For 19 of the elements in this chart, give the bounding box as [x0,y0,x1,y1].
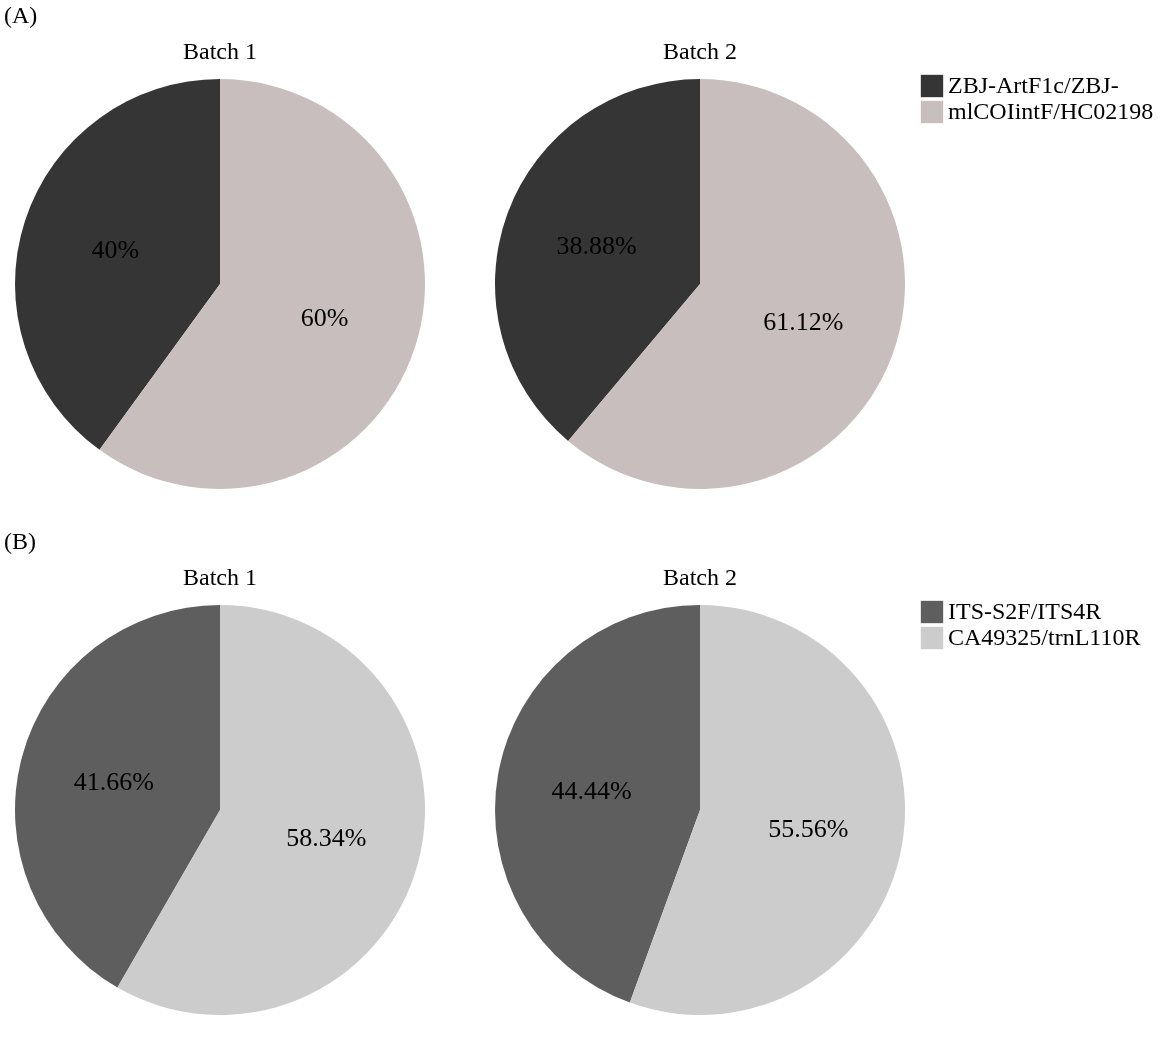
chart-title: Batch 2 [663,564,737,590]
text: (B) [4,527,36,556]
data-label: 44.44% [551,775,632,805]
chart-title: Batch 2 [663,38,737,64]
pie-slice [629,605,905,1015]
legend-label: ITS-S2F/ITS4R [948,598,1102,624]
legend-label: mlCOIintF/HC02198 [948,98,1154,124]
pie-slice [495,79,700,441]
data-label: 60% [300,302,349,332]
pie-slice [495,605,700,1003]
data-label: 61.12% [763,306,844,336]
legend-label: ZBJ-ArtF1c/ZBJ- [948,72,1119,98]
data-label: 58.34% [286,823,367,853]
data-label: 41.66% [73,766,154,796]
data-label: 55.56% [768,814,849,844]
text: (A) [4,1,38,30]
legend-label: CA49325/trnL110R [948,624,1141,650]
chart-title: Batch 1 [183,38,257,64]
chart-title: Batch 1 [183,564,257,590]
